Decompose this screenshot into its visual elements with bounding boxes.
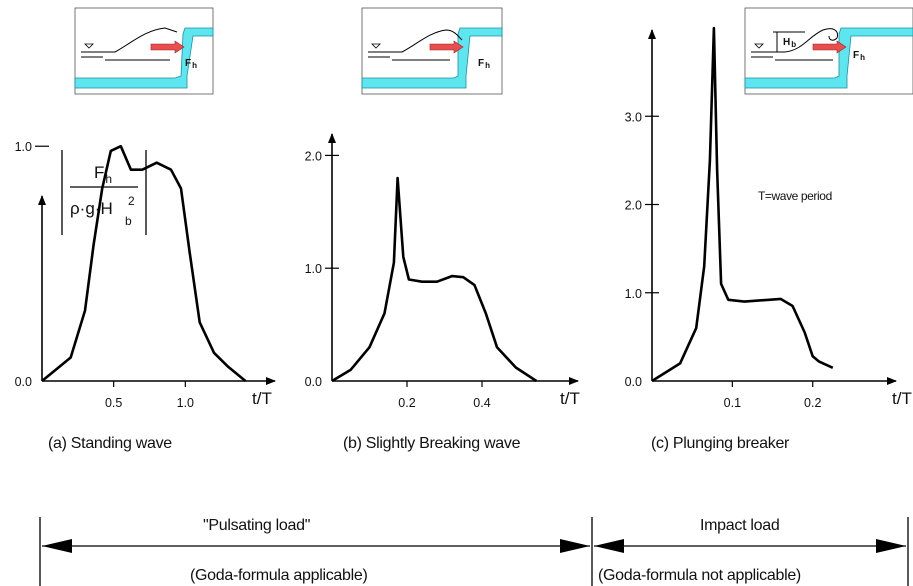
x-tick-label: 0.5 bbox=[105, 396, 122, 410]
y-tick-label: 0.0 bbox=[305, 375, 322, 389]
ylabel-sup: 2 bbox=[128, 194, 135, 208]
range-title: "Pulsating load" bbox=[203, 517, 310, 534]
x-tick-label: 0.1 bbox=[724, 396, 741, 410]
load-range-impact: Impact load (Goda-formula not applicable… bbox=[594, 517, 909, 586]
panel-slightly-breaking-wave: Fh 0.2 0.4 0.0 1.0 2.0 t/T (b) Slightly Brea… bbox=[305, 7, 580, 452]
range-subtitle: (Goda-formula applicable) bbox=[190, 567, 367, 584]
x-tick-label: 0.2 bbox=[804, 396, 821, 410]
inset-plunging-breaker: Hb Fh bbox=[744, 7, 913, 95]
y-axis-label: Fh ρ·g·H 2 b bbox=[61, 150, 147, 235]
inset-height-label: Hb bbox=[783, 37, 796, 49]
y-tick-label: 0.0 bbox=[15, 375, 32, 389]
x-tick-label: 0.4 bbox=[473, 396, 490, 410]
ylabel-numerator: Fh bbox=[94, 163, 112, 186]
panel-standing-wave: Fh Fh ρ·g·H 2 b 0.5 1.0 0.0 1.0 t/T (a) Sta… bbox=[15, 7, 276, 452]
inset-force-label: Fh bbox=[478, 58, 490, 70]
x-axis-label: t/T bbox=[560, 389, 580, 408]
caption: (a) Standing wave bbox=[48, 435, 172, 452]
ylabel-denominator: ρ·g·H bbox=[70, 199, 113, 218]
y-tick-label: 1.0 bbox=[15, 140, 32, 154]
series-line bbox=[331, 176, 538, 383]
range-title: Impact load bbox=[700, 517, 779, 534]
annotation: T=wave period bbox=[758, 189, 832, 203]
y-tick-label: 1.0 bbox=[305, 262, 322, 276]
ylabel-sub: b bbox=[125, 214, 132, 228]
y-tick-label: 0.0 bbox=[625, 375, 642, 389]
y-tick-label: 1.0 bbox=[625, 287, 642, 301]
x-tick-label: 0.2 bbox=[398, 396, 415, 410]
series-line bbox=[41, 144, 247, 383]
caption: (c) Plunging breaker bbox=[651, 435, 790, 452]
range-subtitle: (Goda-formula not applicable) bbox=[598, 567, 801, 584]
x-axis-label: t/T bbox=[892, 389, 912, 408]
inset-slightly-breaking-wave: Fh bbox=[361, 7, 503, 95]
load-range-pulsating: "Pulsating load" (Goda-formula applicabl… bbox=[39, 517, 593, 586]
y-tick-label: 2.0 bbox=[305, 149, 322, 163]
inset-force-label: Fh bbox=[185, 58, 197, 70]
series-line bbox=[651, 26, 834, 383]
x-tick-label: 1.0 bbox=[177, 396, 194, 410]
inset-standing-wave: Fh bbox=[74, 7, 214, 95]
caption: (b) Slightly Breaking wave bbox=[343, 435, 521, 452]
panel-plunging-breaker: Hb Fh 0.1 0.2 0.0 1.0 2.0 3.0 T=wave period t… bbox=[625, 7, 913, 452]
inset-force-label: Fh bbox=[853, 50, 865, 62]
y-tick-label: 2.0 bbox=[625, 199, 642, 213]
x-axis-label: t/T bbox=[252, 389, 272, 408]
y-tick-label: 3.0 bbox=[625, 110, 642, 124]
